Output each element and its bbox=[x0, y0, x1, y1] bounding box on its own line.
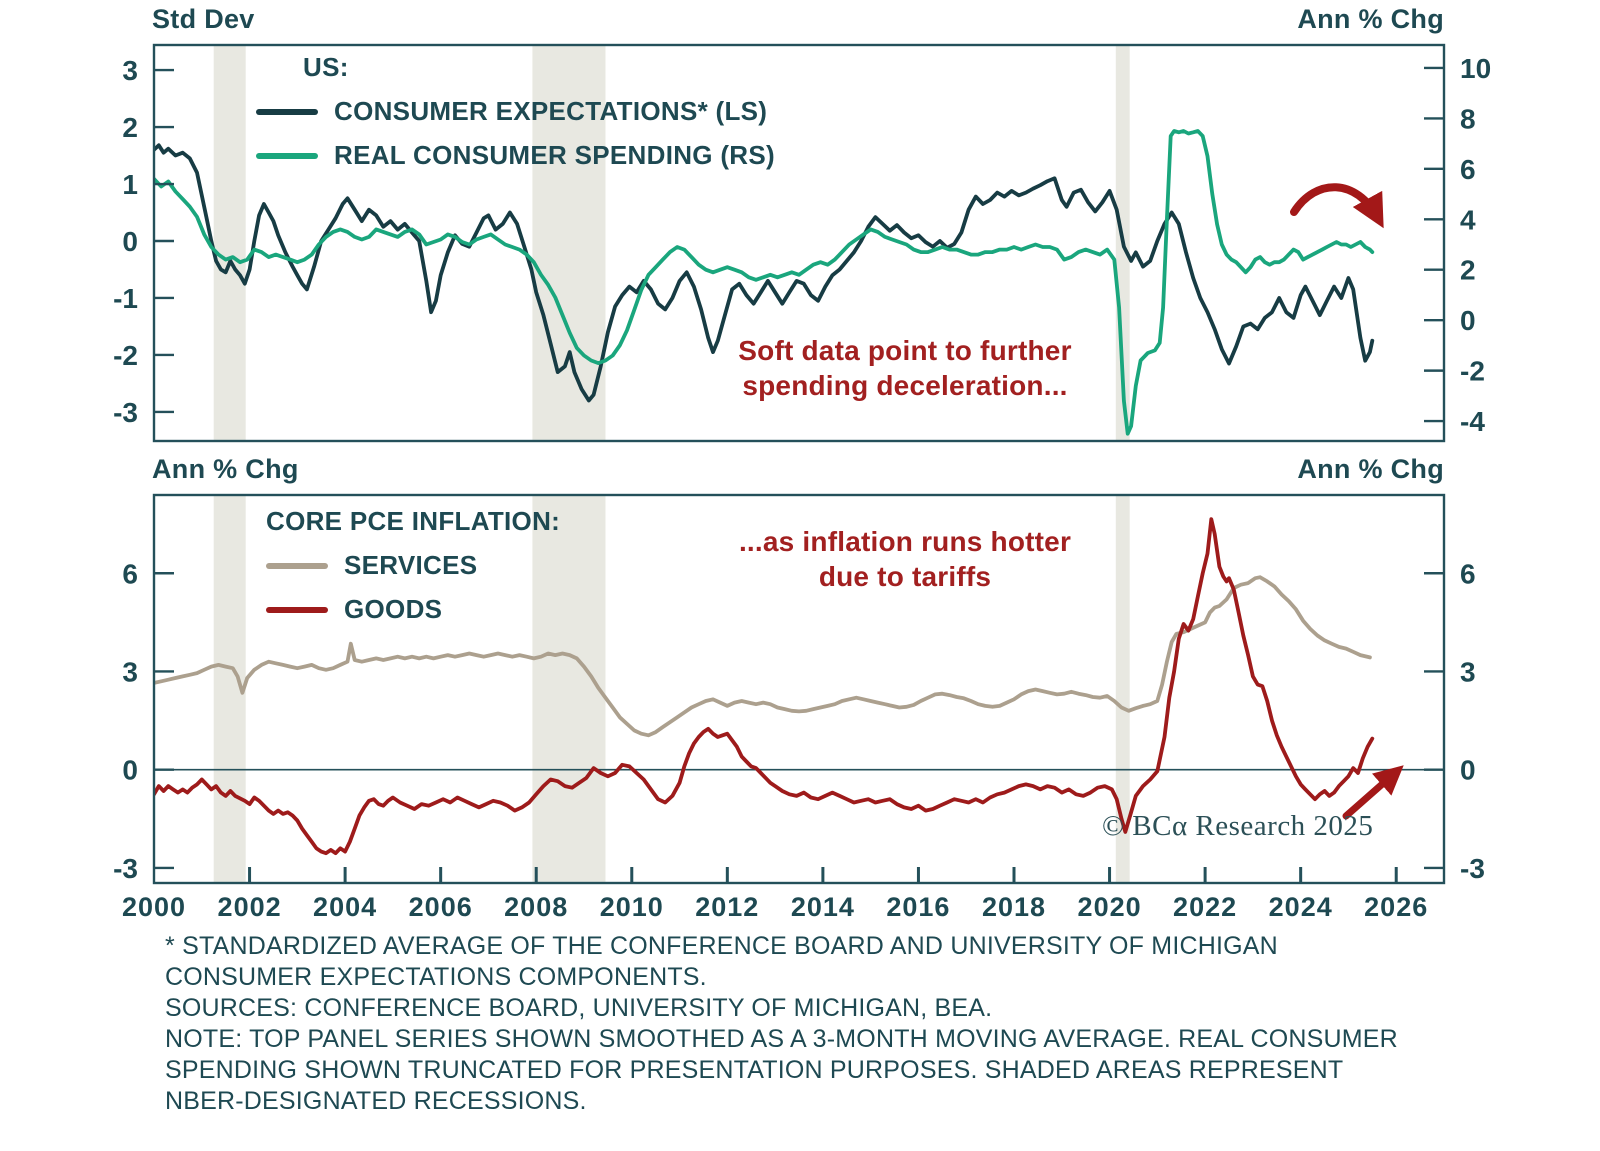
x-year-label: 2016 bbox=[886, 892, 950, 922]
recession-band bbox=[532, 45, 606, 441]
y-axis-tick-label: 4 bbox=[1460, 204, 1476, 235]
x-year-label: 2024 bbox=[1269, 892, 1333, 922]
y-axis-tick-label: 8 bbox=[1460, 103, 1476, 134]
series-goods bbox=[154, 517, 1375, 856]
top-panel-legend: US: CONSUMER EXPECTATIONS* (LS) REAL CON… bbox=[256, 52, 775, 171]
panel-border bbox=[152, 43, 1446, 443]
y-axis-tick-label: -2 bbox=[113, 340, 138, 371]
bottom-panel-annotation: ...as inflation runs hotter due to tarif… bbox=[640, 524, 1170, 594]
y-axis-tick-label: 2 bbox=[1460, 255, 1476, 286]
recession-band bbox=[532, 495, 606, 883]
y-axis-tick-label: -3 bbox=[113, 853, 138, 884]
consumer-expectations-swatch bbox=[256, 108, 318, 115]
goods-inflation-up-arrow-icon bbox=[1342, 765, 1404, 820]
bottom-legend-title: CORE PCE INFLATION: bbox=[266, 506, 561, 536]
legend-item-services: SERVICES bbox=[266, 550, 560, 581]
y-axis-tick-label: 2 bbox=[122, 112, 138, 143]
top-panel-annotation: Soft data point to further spending dece… bbox=[640, 333, 1170, 403]
x-year-label: 2000 bbox=[122, 892, 186, 922]
annotation-line: Soft data point to further bbox=[738, 335, 1072, 366]
y-axis-tick-label: -2 bbox=[1460, 356, 1485, 387]
legend-item-real-consumer-spending: REAL CONSUMER SPENDING (RS) bbox=[256, 140, 775, 171]
footnotes: * STANDARDIZED AVERAGE OF THE CONFERENCE… bbox=[165, 931, 1405, 1117]
x-year-label: 2018 bbox=[982, 892, 1046, 922]
y-axis-tick-label: 3 bbox=[122, 656, 138, 687]
y-axis-tick-label: -3 bbox=[113, 397, 138, 428]
legend-label: REAL CONSUMER SPENDING (RS) bbox=[334, 140, 775, 170]
x-year-label: 2026 bbox=[1364, 892, 1428, 922]
y-axis-tick-label: 6 bbox=[1460, 154, 1476, 185]
x-year-label: 2010 bbox=[600, 892, 664, 922]
copyright-notice: © BCα Research 2025 bbox=[1102, 810, 1374, 842]
y-axis-tick-label: -3 bbox=[1460, 853, 1485, 884]
top-right-axis-unit-label: Ann % Chg bbox=[1297, 4, 1444, 34]
x-year-label: 2020 bbox=[1078, 892, 1142, 922]
y-axis-tick-label: 3 bbox=[1460, 656, 1476, 687]
y-axis-tick-label: 0 bbox=[122, 755, 138, 786]
x-year-label: 2008 bbox=[504, 892, 568, 922]
footnote-sources: SOURCES: CONFERENCE BOARD, UNIVERSITY OF… bbox=[165, 994, 993, 1022]
real-consumer-spending-swatch bbox=[256, 152, 318, 159]
x-year-label: 2002 bbox=[218, 892, 282, 922]
recession-band bbox=[213, 45, 246, 441]
y-axis-tick-label: 6 bbox=[1460, 558, 1476, 589]
goods-swatch bbox=[266, 606, 328, 613]
legend-label: CONSUMER EXPECTATIONS* (LS) bbox=[334, 96, 768, 126]
annotation-line: due to tariffs bbox=[818, 561, 992, 592]
annotation-line: ...as inflation runs hotter bbox=[738, 526, 1072, 557]
annotation-line: spending deceleration... bbox=[742, 370, 1068, 401]
legend-item-consumer-expectations: CONSUMER EXPECTATIONS* (LS) bbox=[256, 96, 775, 127]
legend-label: GOODS bbox=[344, 594, 443, 624]
footnote-note: NOTE: TOP PANEL SERIES SHOWN SMOOTHED AS… bbox=[165, 1025, 1398, 1115]
x-year-label: 2012 bbox=[695, 892, 759, 922]
services-swatch bbox=[266, 562, 328, 569]
legend-label: SERVICES bbox=[344, 550, 478, 580]
series-real-consumer-spending bbox=[154, 129, 1375, 436]
spending-deceleration-arrow-icon bbox=[1290, 183, 1384, 229]
y-axis-tick-label: 1 bbox=[122, 169, 138, 200]
top-left-axis-unit-label: Std Dev bbox=[152, 4, 255, 34]
bottom-panel-legend: CORE PCE INFLATION: SERVICES GOODS bbox=[266, 506, 560, 625]
bottom-left-axis-unit-label: Ann % Chg bbox=[152, 454, 299, 484]
panel-border bbox=[152, 493, 1446, 885]
legend-item-goods: GOODS bbox=[266, 594, 560, 625]
y-axis-tick-label: 3 bbox=[122, 55, 138, 86]
y-axis-tick-label: 0 bbox=[1460, 305, 1476, 336]
y-axis-tick-label: 10 bbox=[1460, 53, 1491, 84]
recession-band bbox=[1115, 495, 1130, 883]
y-axis-tick-label: 0 bbox=[122, 226, 138, 257]
y-axis-tick-label: -1 bbox=[113, 283, 138, 314]
y-axis-tick-label: 0 bbox=[1460, 755, 1476, 786]
x-year-label: 2006 bbox=[409, 892, 473, 922]
y-axis-tick-label: 6 bbox=[122, 558, 138, 589]
y-axis-tick-label: -4 bbox=[1460, 406, 1485, 437]
footnote-standardized-average: * STANDARDIZED AVERAGE OF THE CONFERENCE… bbox=[165, 932, 1278, 991]
series-services bbox=[154, 575, 1372, 738]
x-year-label: 2022 bbox=[1173, 892, 1237, 922]
x-year-label: 2014 bbox=[791, 892, 855, 922]
top-legend-title: US: bbox=[303, 52, 349, 82]
bottom-right-axis-unit-label: Ann % Chg bbox=[1297, 454, 1444, 484]
x-year-label: 2004 bbox=[313, 892, 377, 922]
